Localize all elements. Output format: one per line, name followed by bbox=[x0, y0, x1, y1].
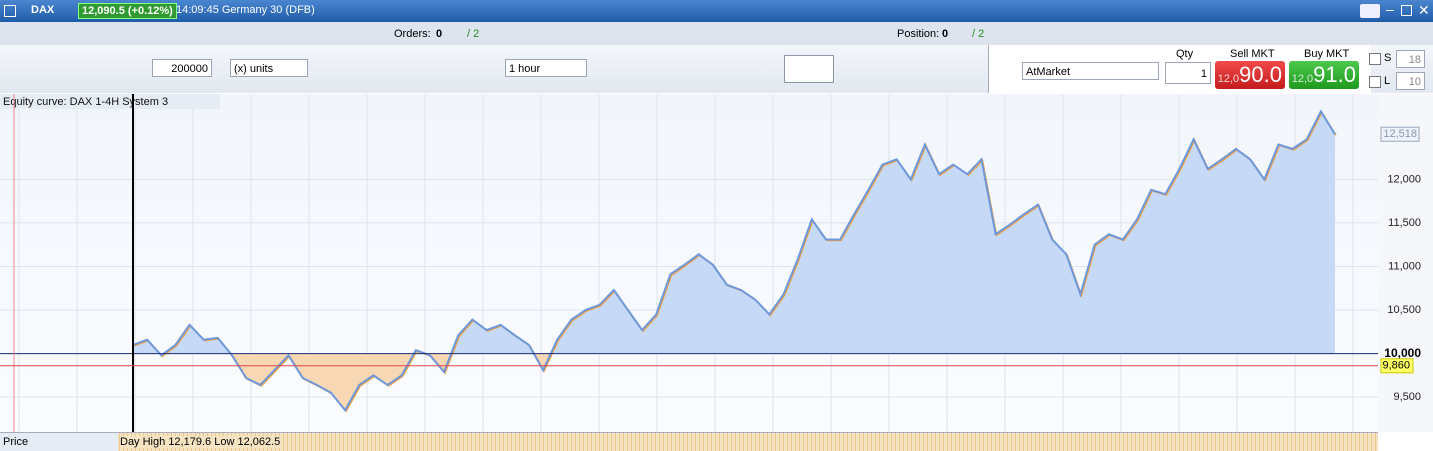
quantity-input[interactable]: 200000 bbox=[152, 59, 212, 77]
timeframe-select[interactable]: 1 hour bbox=[505, 59, 587, 77]
close[interactable]: ✕ bbox=[1418, 2, 1430, 18]
y-tick-label: 12,000 bbox=[1387, 173, 1421, 185]
chart-title: Equity curve: DAX 1-4H System 3 bbox=[3, 96, 168, 108]
list-button[interactable] bbox=[1360, 4, 1380, 18]
indicator-button[interactable] bbox=[784, 55, 834, 83]
buy-price: 91.0 bbox=[1313, 62, 1356, 87]
position: 0 bbox=[942, 28, 949, 40]
day-high: 12,179.6 bbox=[168, 436, 212, 448]
l-value[interactable]: 10 bbox=[1396, 72, 1425, 90]
maximize[interactable] bbox=[1401, 5, 1412, 16]
instrument: DAX bbox=[31, 4, 55, 16]
minimize[interactable]: – bbox=[1386, 1, 1394, 17]
sell-prefix: 12,0 bbox=[1217, 73, 1240, 85]
y-tick-label: 9,500 bbox=[1393, 391, 1421, 403]
l-checkbox[interactable] bbox=[1369, 76, 1381, 88]
buy-button[interactable]: 12,091.0 bbox=[1289, 61, 1359, 89]
order-toolbar: 200000 (x) units 1 hour AtMarket Qty 1 S… bbox=[0, 45, 1433, 93]
orders: 0 bbox=[436, 28, 443, 40]
equity-line bbox=[132, 109, 1336, 412]
day-high-info: Day High 12,179.6 Low 12,062.5 bbox=[120, 436, 281, 448]
units-select[interactable]: (x) units bbox=[230, 59, 308, 77]
price-bar: Price Day High 12,179.6 Low 12,062.5 bbox=[0, 432, 1378, 451]
position-total[interactable]: / 2 bbox=[972, 28, 985, 40]
y-tick-label: 10,500 bbox=[1387, 304, 1421, 316]
low: 12,062.5 bbox=[237, 436, 281, 448]
time-market: 14:09:45 Germany 30 (DFB) bbox=[176, 4, 315, 16]
buy-prefix: 12,0 bbox=[1291, 73, 1314, 85]
last-value-box bbox=[1380, 126, 1420, 142]
order-type[interactable]: AtMarket bbox=[1022, 62, 1159, 80]
area-below bbox=[133, 353, 1335, 411]
quote: 12,090.5 (+0.12%) bbox=[78, 3, 177, 19]
y-tick-label: 11,500 bbox=[1388, 217, 1421, 229]
menu-icon[interactable] bbox=[4, 5, 16, 17]
l-label: L bbox=[1384, 75, 1391, 87]
equity-chart: Equity curve: DAX 1-4H System 3 9,500 10,… bbox=[0, 94, 1433, 432]
trade-panel: AtMarket Qty 1 Sell MKT 12,090.0 Buy MKT… bbox=[988, 45, 1371, 93]
qty-input[interactable]: 1 bbox=[1165, 62, 1211, 84]
orders-label: Orders: bbox=[394, 28, 431, 40]
area-above bbox=[133, 111, 1335, 354]
marker-label: 9,860 bbox=[1382, 360, 1410, 372]
sell-price: 90.0 bbox=[1239, 62, 1282, 87]
orders-total[interactable]: / 2 bbox=[467, 28, 480, 40]
s-checkbox[interactable] bbox=[1369, 53, 1381, 65]
marker-box bbox=[1380, 358, 1414, 374]
sell-button[interactable]: 12,090.0 bbox=[1215, 61, 1285, 89]
orders-bar: Orders: 0 / 2 Position: 0 / 2 bbox=[0, 22, 1433, 46]
s-value[interactable]: 18 bbox=[1396, 50, 1425, 68]
axis-background bbox=[1378, 94, 1433, 432]
qty-label: Qty bbox=[1176, 48, 1194, 60]
chart-header bbox=[0, 94, 220, 109]
low-label: Low bbox=[214, 436, 235, 448]
title-bar: DAX 12,090.5 (+0.12%) 14:09:45 Germany 3… bbox=[0, 0, 1433, 22]
position-label: Position: bbox=[897, 28, 940, 40]
price-label: Price bbox=[3, 436, 29, 448]
day-high-label: Day High bbox=[120, 436, 166, 448]
s-label: S bbox=[1384, 52, 1392, 64]
buy-label: Buy MKT bbox=[1304, 48, 1350, 60]
last-value-label: 12,518 bbox=[1383, 128, 1417, 140]
y-tick-label: 11,000 bbox=[1388, 260, 1421, 272]
y-tick-label: 10,000 bbox=[1384, 346, 1421, 360]
sell-label: Sell MKT bbox=[1230, 48, 1275, 60]
